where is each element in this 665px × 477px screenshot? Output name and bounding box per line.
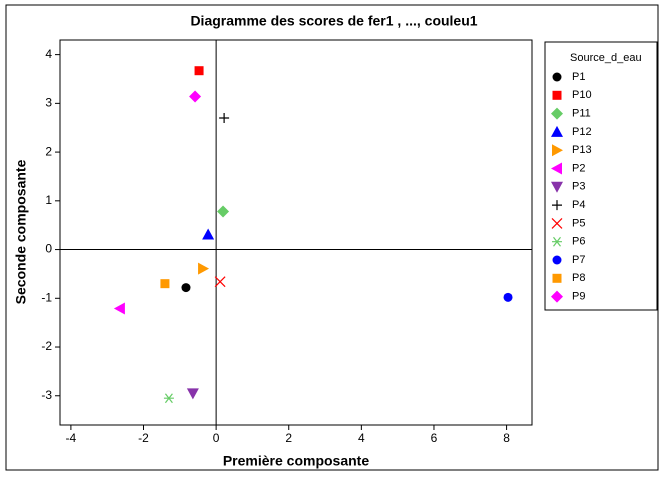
y-tick-label: -2 — [41, 339, 52, 353]
y-tick-label: -3 — [41, 388, 52, 402]
legend-marker — [551, 162, 562, 175]
x-tick-label: 0 — [213, 431, 220, 445]
legend-label: P9 — [572, 291, 585, 303]
legend-marker — [552, 273, 562, 283]
legend-marker — [551, 107, 563, 120]
legend-label: P11 — [572, 108, 591, 120]
y-tick-label: 4 — [45, 47, 52, 61]
legend-marker — [552, 144, 563, 157]
legend-box — [544, 41, 658, 311]
legend-marker — [551, 217, 563, 229]
chart-title: Diagramme des scores de fer1 , ..., coul… — [190, 13, 477, 29]
y-tick-label: -1 — [41, 290, 52, 304]
legend-label: P8 — [572, 272, 585, 284]
y-tick-label: 0 — [45, 242, 52, 256]
x-axis-label: Première composante — [223, 453, 369, 469]
legend-label: P13 — [572, 144, 592, 156]
legend-marker — [551, 290, 563, 303]
x-tick-label: 2 — [285, 431, 292, 445]
legend-label: P3 — [572, 181, 585, 193]
point — [202, 228, 215, 240]
legend-title: Source_d_eau — [570, 52, 642, 64]
legend-label: P6 — [572, 236, 585, 248]
x-tick-label: 4 — [358, 431, 365, 445]
legend-label: P7 — [572, 254, 585, 266]
point — [113, 302, 125, 315]
legend-label: P4 — [572, 199, 585, 211]
point — [163, 393, 174, 404]
legend-label: P1 — [572, 71, 585, 83]
point — [503, 292, 513, 302]
legend-marker — [552, 200, 562, 211]
y-axis-label: Seconde composante — [13, 159, 29, 304]
point — [219, 112, 230, 123]
legend-marker — [551, 181, 563, 193]
point — [194, 66, 204, 76]
legend-label: P2 — [572, 162, 585, 174]
legend-marker — [552, 255, 562, 265]
legend-marker — [552, 236, 562, 247]
plot-area — [59, 39, 533, 426]
x-tick-label: -2 — [138, 431, 149, 445]
x-tick-label: 6 — [431, 431, 438, 445]
legend-marker — [552, 90, 562, 100]
point — [186, 388, 199, 400]
point — [198, 262, 210, 275]
y-tick-label: 3 — [45, 96, 52, 110]
legend-label: P12 — [572, 126, 592, 138]
x-tick-label: 8 — [503, 431, 510, 445]
y-tick-label: 2 — [45, 144, 52, 158]
point — [160, 279, 170, 289]
y-tick-label: 1 — [45, 193, 52, 207]
point — [181, 283, 191, 293]
legend-label: P10 — [572, 89, 592, 101]
legend-label: P5 — [572, 217, 585, 229]
point — [214, 276, 226, 288]
point — [189, 90, 202, 103]
x-tick-label: -4 — [66, 431, 77, 445]
legend-marker — [552, 72, 562, 82]
point — [217, 205, 230, 218]
legend-marker — [551, 125, 563, 137]
